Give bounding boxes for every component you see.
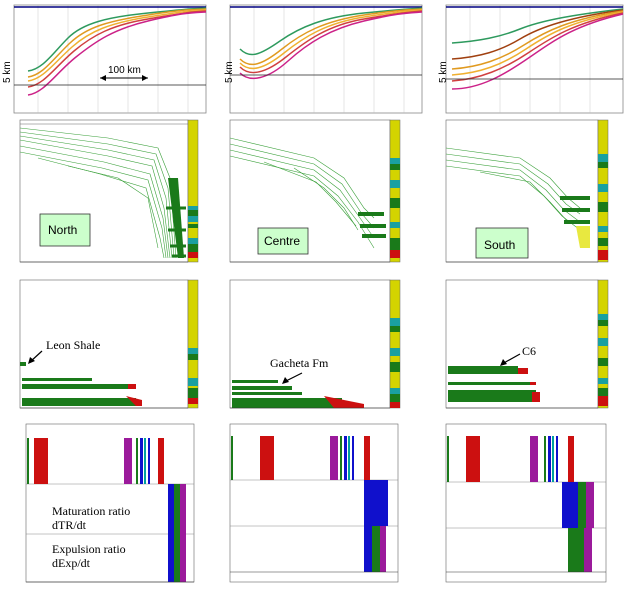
- expulsion-ratio-title: Expulsion ratio: [52, 542, 126, 556]
- burial-history-south: South: [440, 118, 625, 278]
- burial-history-north: North: [8, 118, 208, 278]
- rates-north-plot: [25, 423, 195, 583]
- burial-section-centre-plot: [229, 4, 423, 114]
- burial-history-centre: Centre: [224, 118, 424, 278]
- burial-history-centre-plot: [229, 119, 401, 263]
- maturation-ratio-label: Maturation ratio dTR/dt: [52, 504, 130, 532]
- expulsion-centre: Gacheta Fm: [224, 278, 424, 418]
- expulsion-ratio-label: Expulsion ratio dExp/dt: [52, 542, 126, 570]
- region-label-centre: Centre: [264, 234, 301, 248]
- burial-history-north-plot: [19, 119, 199, 263]
- rates-south: [440, 422, 625, 592]
- pointer-arrow-icon: [500, 359, 507, 366]
- annotation-gacheta-fm: Gacheta Fm: [270, 356, 329, 370]
- expulsion-centre-plot: [229, 279, 401, 409]
- pointer-arrow-icon: [28, 357, 35, 364]
- burial-section-north-plot: [13, 4, 207, 114]
- rates-centre: [224, 422, 424, 592]
- region-label-north: North: [48, 223, 78, 237]
- depth-label-centre: 5 km: [224, 61, 235, 83]
- burial-history-south-plot: [445, 119, 609, 263]
- expulsion-north-plot: [19, 279, 199, 409]
- depth-label-south: 5 km: [438, 61, 449, 83]
- expulsion-north: Leon Shale: [8, 278, 208, 418]
- burial-section-south: 5 km: [438, 3, 625, 115]
- burial-section-south-plot: [445, 4, 624, 114]
- burial-section-centre: 5 km: [224, 3, 424, 115]
- rates-centre-plot: [229, 423, 399, 583]
- scale-label: 100 km: [108, 65, 141, 76]
- depth-label-north: 5 km: [2, 61, 13, 83]
- region-label-south: South: [484, 238, 516, 252]
- maturation-ratio-title: Maturation ratio: [52, 504, 131, 518]
- burial-section-north: 5 km 100 km: [2, 3, 208, 115]
- annotation-leon-shale: Leon Shale: [46, 338, 101, 352]
- pointer-arrow-icon: [282, 377, 289, 384]
- maturation-ratio-formula: dTR/dt: [52, 518, 87, 532]
- expulsion-south: C6: [440, 278, 625, 418]
- rates-north: Maturation ratio dTR/dt Expulsion ratio …: [8, 422, 208, 592]
- expulsion-ratio-formula: dExp/dt: [52, 556, 90, 570]
- expulsion-south-plot: [445, 279, 609, 409]
- annotation-c6: C6: [522, 344, 537, 358]
- rates-south-plot: [445, 423, 607, 583]
